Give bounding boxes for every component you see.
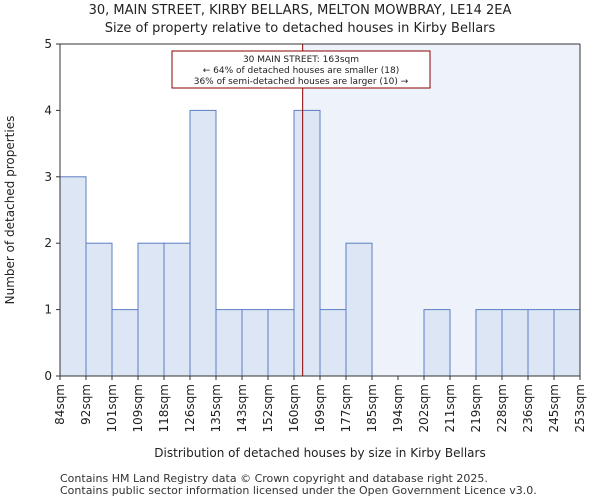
x-tick-label: 236sqm bbox=[521, 384, 535, 432]
x-tick-label: 101sqm bbox=[105, 384, 119, 432]
x-tick-label: 219sqm bbox=[469, 384, 483, 432]
x-tick-label: 253sqm bbox=[573, 384, 587, 432]
x-axis-title: Distribution of detached houses by size … bbox=[154, 446, 485, 460]
footer-line-1: Contains HM Land Registry data © Crown c… bbox=[60, 472, 488, 485]
x-tick-label: 202sqm bbox=[417, 384, 431, 432]
annotation-line: 36% of semi-detached houses are larger (… bbox=[194, 77, 409, 87]
x-tick-label: 245sqm bbox=[547, 384, 561, 432]
annotation-box bbox=[171, 50, 431, 89]
x-tick-label: 177sqm bbox=[339, 384, 353, 432]
y-tick-label: 2 bbox=[44, 236, 52, 250]
histogram-bar bbox=[85, 242, 113, 377]
x-tick-label: 169sqm bbox=[313, 384, 327, 432]
x-tick-label: 194sqm bbox=[391, 384, 405, 432]
histogram-bar bbox=[475, 309, 503, 377]
x-tick-label: 143sqm bbox=[235, 384, 249, 432]
y-tick-label: 0 bbox=[44, 369, 52, 383]
annotation-line: ← 64% of detached houses are smaller (18… bbox=[203, 66, 400, 76]
x-tick-label: 152sqm bbox=[261, 384, 275, 432]
y-axis-title: Number of detached properties bbox=[3, 116, 17, 305]
histogram-bar bbox=[241, 309, 269, 377]
y-tick-label: 3 bbox=[44, 170, 52, 184]
x-tick-label: 228sqm bbox=[495, 384, 509, 432]
x-tick-label: 160sqm bbox=[287, 384, 301, 432]
histogram-chart: 0 1 2 3 4 5 84sqm 92sqm 101sqm 109sqm 118sqm 126sqm… bbox=[3, 37, 587, 460]
histogram-bar bbox=[345, 242, 373, 377]
histogram-bar bbox=[111, 309, 139, 377]
x-tick-label: 92sqm bbox=[79, 384, 93, 425]
x-tick-label: 211sqm bbox=[443, 384, 457, 432]
x-tick-label: 118sqm bbox=[157, 384, 171, 432]
histogram-bar bbox=[553, 309, 581, 377]
chart-subtitle: Size of property relative to detached ho… bbox=[104, 21, 496, 36]
histogram-bar bbox=[163, 242, 191, 377]
y-tick-label: 1 bbox=[44, 303, 52, 317]
x-tick-label: 135sqm bbox=[209, 384, 223, 432]
y-tick-label: 5 bbox=[44, 37, 52, 51]
histogram-bar bbox=[189, 109, 217, 377]
histogram-bar bbox=[527, 309, 555, 377]
histogram-bar bbox=[267, 309, 295, 377]
histogram-bar bbox=[293, 109, 321, 377]
x-tick-label: 126sqm bbox=[183, 384, 197, 432]
x-tick-label: 109sqm bbox=[131, 384, 145, 432]
histogram-bar bbox=[137, 242, 165, 377]
histogram-bar bbox=[423, 309, 451, 377]
y-tick-label: 4 bbox=[44, 103, 52, 117]
x-tick-label: 185sqm bbox=[365, 384, 379, 432]
footer-line-2: Contains public sector information licen… bbox=[60, 484, 537, 497]
histogram-bar bbox=[319, 309, 347, 377]
chart-title: 30, MAIN STREET, KIRBY BELLARS, MELTON M… bbox=[88, 3, 512, 18]
x-tick-label: 84sqm bbox=[53, 384, 67, 425]
histogram-bar bbox=[215, 309, 243, 377]
annotation-line: 30 MAIN STREET: 163sqm bbox=[243, 55, 359, 65]
histogram-bar bbox=[501, 309, 529, 377]
histogram-bar bbox=[59, 176, 87, 377]
